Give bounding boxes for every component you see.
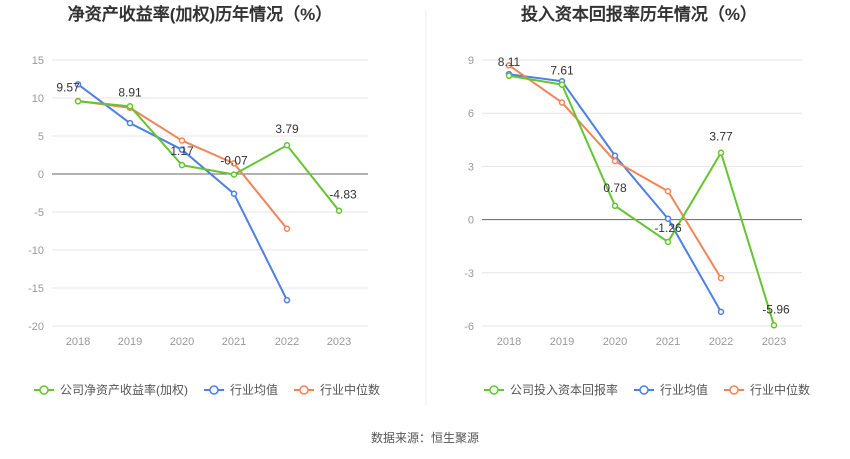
data-point — [230, 160, 238, 167]
legend-marker — [39, 385, 49, 395]
data-point — [611, 157, 619, 165]
data-point — [178, 137, 186, 144]
data-point — [717, 149, 725, 156]
data-label: 1.17 — [170, 144, 194, 158]
legend-item-2: 行业均值 — [634, 382, 708, 397]
data-label: 8.11 — [498, 55, 521, 69]
y-tick-label: -3 — [464, 268, 474, 280]
legend-item-2: 行业均值 — [204, 382, 278, 397]
data-point — [664, 215, 672, 222]
legend-label: 公司净资产收益率(加权) — [60, 382, 188, 397]
x-tick-label: 2022 — [709, 336, 733, 348]
y-tick-label: 15 — [32, 55, 44, 67]
data-point — [505, 62, 513, 69]
x-tick-label: 2019 — [550, 336, 574, 348]
chart-title: 投入资本回报率历年情况（%） — [521, 4, 757, 24]
data-point — [717, 274, 725, 282]
x-tick-label: 2020 — [170, 336, 194, 348]
x-tick-label: 2019 — [118, 336, 142, 348]
series-line-2 — [77, 83, 288, 301]
data-point — [283, 296, 291, 304]
y-tick-label: -10 — [28, 245, 44, 257]
series-line-1 — [77, 100, 340, 212]
legend-label: 行业均值 — [230, 382, 278, 397]
legend-item-1: 公司投入资本回报率 — [484, 382, 618, 397]
x-tick-label: 2018 — [66, 336, 90, 348]
data-label: -1.26 — [654, 221, 682, 235]
x-tick-label: 2023 — [327, 336, 351, 348]
series-line-1 — [508, 74, 775, 326]
data-point — [717, 308, 725, 316]
legend-label: 行业中位数 — [320, 382, 380, 397]
chart-panel-2: 投入资本回报率历年情况（%） 9 6 3 0 -3 -6 2018 2019 2020 2021 20… — [464, 4, 810, 397]
data-point — [74, 98, 82, 105]
data-point — [283, 225, 291, 232]
data-label: 3.77 — [709, 130, 733, 144]
y-tick-label: -20 — [28, 321, 44, 333]
data-label: -5.96 — [762, 302, 790, 316]
y-tick-label: 9 — [468, 55, 474, 67]
data-label: 3.79 — [275, 122, 299, 136]
data-point — [126, 103, 134, 110]
x-tick-label: 2020 — [603, 336, 627, 348]
legend-label: 行业中位数 — [750, 382, 810, 397]
y-tick-label: 10 — [32, 93, 44, 105]
data-point — [664, 187, 672, 195]
y-tick-label: 3 — [468, 161, 474, 173]
legend-label: 行业均值 — [660, 382, 708, 397]
x-tick-label: 2022 — [275, 336, 299, 348]
y-tick-label: 6 — [468, 108, 474, 120]
data-point — [558, 99, 566, 106]
chart-panel-1: 净资产收益率(加权)历年情况（%） 15 10 5 0 -5 -10 -15 -20 2018 20… — [28, 4, 380, 397]
y-tick-label: -6 — [464, 321, 474, 333]
legend-marker — [729, 385, 739, 395]
x-tick-label: 2021 — [656, 336, 680, 348]
legend-item-3: 行业中位数 — [724, 382, 810, 397]
chart-title: 净资产收益率(加权)历年情况（%） — [68, 4, 332, 24]
data-point — [611, 202, 619, 210]
legend-marker — [299, 385, 309, 395]
data-point — [558, 81, 566, 88]
data-point — [505, 72, 513, 80]
data-point — [283, 141, 291, 149]
data-point — [335, 207, 343, 214]
legend-item-1: 公司净资产收益率(加权) — [34, 382, 188, 397]
series-line-3 — [508, 64, 722, 279]
y-tick-label: 0 — [38, 169, 44, 181]
legend-item-3: 行业中位数 — [294, 382, 380, 397]
data-point — [770, 322, 778, 329]
data-point — [230, 190, 238, 198]
y-tick-label: -5 — [34, 207, 44, 219]
y-tick-label: 5 — [38, 131, 44, 143]
data-label: -4.83 — [329, 188, 357, 202]
data-point — [664, 238, 672, 246]
data-point — [74, 81, 82, 88]
data-label: 8.91 — [118, 85, 142, 99]
x-tick-label: 2023 — [762, 336, 786, 348]
y-tick-label: -15 — [28, 283, 44, 295]
data-point — [230, 171, 238, 178]
data-label: 0.78 — [603, 181, 627, 195]
data-point — [178, 161, 186, 169]
y-tick-label: 0 — [468, 215, 474, 227]
x-tick-label: 2021 — [222, 336, 246, 348]
data-point — [126, 119, 134, 127]
x-tick-label: 2018 — [497, 336, 521, 348]
data-source: 数据来源：恒生聚源 — [371, 430, 479, 445]
data-point — [611, 152, 619, 160]
legend-marker — [489, 385, 499, 395]
legend-label: 公司投入资本回报率 — [510, 382, 618, 397]
data-label: 7.61 — [550, 64, 574, 78]
data-label: -0.07 — [220, 154, 248, 168]
legend-marker — [639, 385, 649, 395]
legend-marker — [209, 385, 219, 395]
data-label: 9.57 — [56, 80, 80, 94]
data-point — [178, 146, 186, 153]
